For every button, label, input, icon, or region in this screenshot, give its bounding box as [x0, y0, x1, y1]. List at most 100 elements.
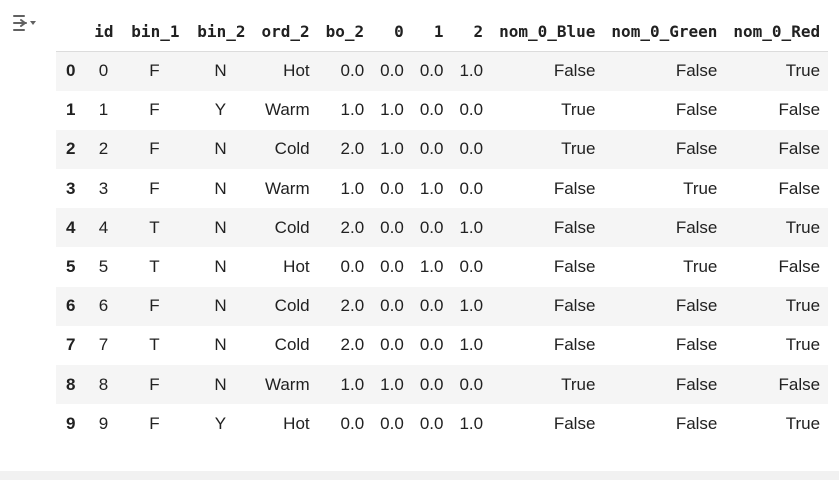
table-cell: Cold: [274, 335, 310, 355]
table-cell: 0.0: [380, 178, 404, 198]
table-cell: 1.0: [459, 413, 484, 433]
table-cell: True: [785, 61, 821, 81]
table-cell: 1.0: [380, 374, 404, 394]
output-toggle-button[interactable]: [10, 12, 40, 38]
table-cell: 1: [98, 100, 109, 120]
table-cell: 2.0: [340, 217, 365, 237]
table-cell: 1.0: [340, 178, 365, 198]
column-header: nom_0_Green: [603, 12, 726, 52]
table-row: 3 3 F N Warm 1.0 0.0 1.0 0.0 False True False: [56, 169, 829, 209]
table-cell: True: [785, 296, 821, 316]
table-cell: 2.0: [340, 139, 365, 159]
row-index: 7: [66, 335, 76, 355]
table-row: 5 5 T N Hot 0.0 0.0 1.0 0.0 False True False: [56, 247, 829, 287]
table-cell: 0.0: [459, 374, 484, 394]
table-cell: 7: [98, 335, 109, 355]
table-cell: True: [785, 335, 821, 355]
column-header: 2: [451, 12, 492, 52]
table-cell: T: [149, 335, 160, 355]
table-row: 1 1 F Y Warm 1.0 1.0 0.0 0.0 True False False: [56, 90, 829, 130]
table-cell: 0.0: [459, 257, 484, 277]
table-cell: 1.0: [419, 178, 444, 198]
column-header: bo_2: [317, 12, 373, 52]
table-cell: 4: [98, 217, 109, 237]
row-index: 2: [66, 139, 76, 159]
table-cell: 0.0: [340, 413, 365, 433]
table-cell: 0.0: [419, 374, 444, 394]
table-cell: 8: [98, 374, 109, 394]
table-cell: 0.0: [340, 61, 365, 81]
horizontal-scrollbar[interactable]: [0, 471, 839, 480]
table-cell: False: [553, 178, 596, 198]
column-header: bin_2: [187, 12, 254, 52]
table-cell: Cold: [274, 139, 310, 159]
table-cell: False: [553, 217, 596, 237]
table-cell: False: [675, 296, 718, 316]
table-cell: F: [149, 61, 160, 81]
table-cell: 0.0: [419, 139, 444, 159]
table-cell: True: [785, 217, 821, 237]
table-cell: False: [778, 257, 821, 277]
table-cell: 2.0: [340, 335, 365, 355]
table-cell: 0.0: [380, 217, 404, 237]
table-cell: 1.0: [340, 100, 365, 120]
table-cell: Cold: [274, 296, 310, 316]
table-cell: 1.0: [380, 139, 404, 159]
table-cell: False: [675, 139, 718, 159]
index-header: [56, 12, 86, 52]
table-row: 4 4 T N Cold 2.0 0.0 0.0 1.0 False False True: [56, 208, 829, 248]
table-row: 6 6 F N Cold 2.0 0.0 0.0 1.0 False False True: [56, 286, 829, 326]
table-cell: 1.0: [419, 257, 444, 277]
table-cell: True: [561, 100, 596, 120]
table-cell: 0.0: [419, 100, 444, 120]
table-cell: 9: [98, 413, 109, 433]
row-index: 6: [66, 296, 76, 316]
column-header: id: [85, 12, 122, 52]
column-header: 1: [411, 12, 452, 52]
table-cell: 0.0: [380, 61, 404, 81]
table-cell: True: [561, 139, 596, 159]
collapse-output-icon: [11, 12, 39, 39]
table-cell: False: [778, 374, 821, 394]
table-header: id bin_1 bin_2 ord_2 bo_2 0 1 2 nom_0_Blue nom_0_…: [56, 12, 829, 52]
dataframe-table: id bin_1 bin_2 ord_2 bo_2 0 1 2 nom_0_Blue nom_0_…: [56, 12, 829, 444]
table-cell: N: [214, 139, 227, 159]
table-cell: Hot: [283, 413, 310, 433]
table-cell: 1.0: [459, 61, 484, 81]
table-cell: 1.0: [459, 296, 484, 316]
table-cell: False: [675, 335, 718, 355]
row-index: 5: [66, 257, 76, 277]
table-cell: N: [214, 217, 227, 237]
table-cell: True: [561, 374, 596, 394]
row-index: 0: [66, 61, 76, 81]
table-cell: 1.0: [459, 335, 484, 355]
header-row: id bin_1 bin_2 ord_2 bo_2 0 1 2 nom_0_Blue nom_0_…: [56, 12, 829, 52]
column-header: ord_2: [253, 12, 318, 52]
table-cell: 0.0: [419, 413, 444, 433]
table-cell: False: [778, 178, 821, 198]
column-header: bin_1: [121, 12, 188, 52]
table-cell: 0.0: [380, 413, 404, 433]
row-index: 8: [66, 374, 76, 394]
row-index: 9: [66, 413, 76, 433]
table-cell: False: [778, 139, 821, 159]
table-body: 0 0 F N Hot 0.0 0.0 0.0 1.0 False False True 1 1 F Y War…: [56, 51, 829, 444]
row-index: 3: [66, 178, 76, 198]
table-cell: 1.0: [340, 374, 365, 394]
table-cell: False: [675, 413, 718, 433]
table-cell: False: [553, 257, 596, 277]
table-cell: 0.0: [419, 335, 444, 355]
table-cell: True: [683, 178, 718, 198]
table-cell: 0.0: [380, 296, 404, 316]
table-cell: False: [553, 61, 596, 81]
table-cell: False: [675, 100, 718, 120]
table-cell: False: [553, 413, 596, 433]
table-cell: 0.0: [340, 257, 365, 277]
table-cell: Hot: [283, 257, 310, 277]
table-cell: T: [149, 217, 160, 237]
table-cell: F: [149, 296, 160, 316]
table-row: 9 9 F Y Hot 0.0 0.0 0.0 1.0 False False True: [56, 404, 829, 444]
table-cell: 0: [98, 61, 109, 81]
table-cell: 0.0: [380, 335, 404, 355]
table-cell: 6: [98, 296, 109, 316]
